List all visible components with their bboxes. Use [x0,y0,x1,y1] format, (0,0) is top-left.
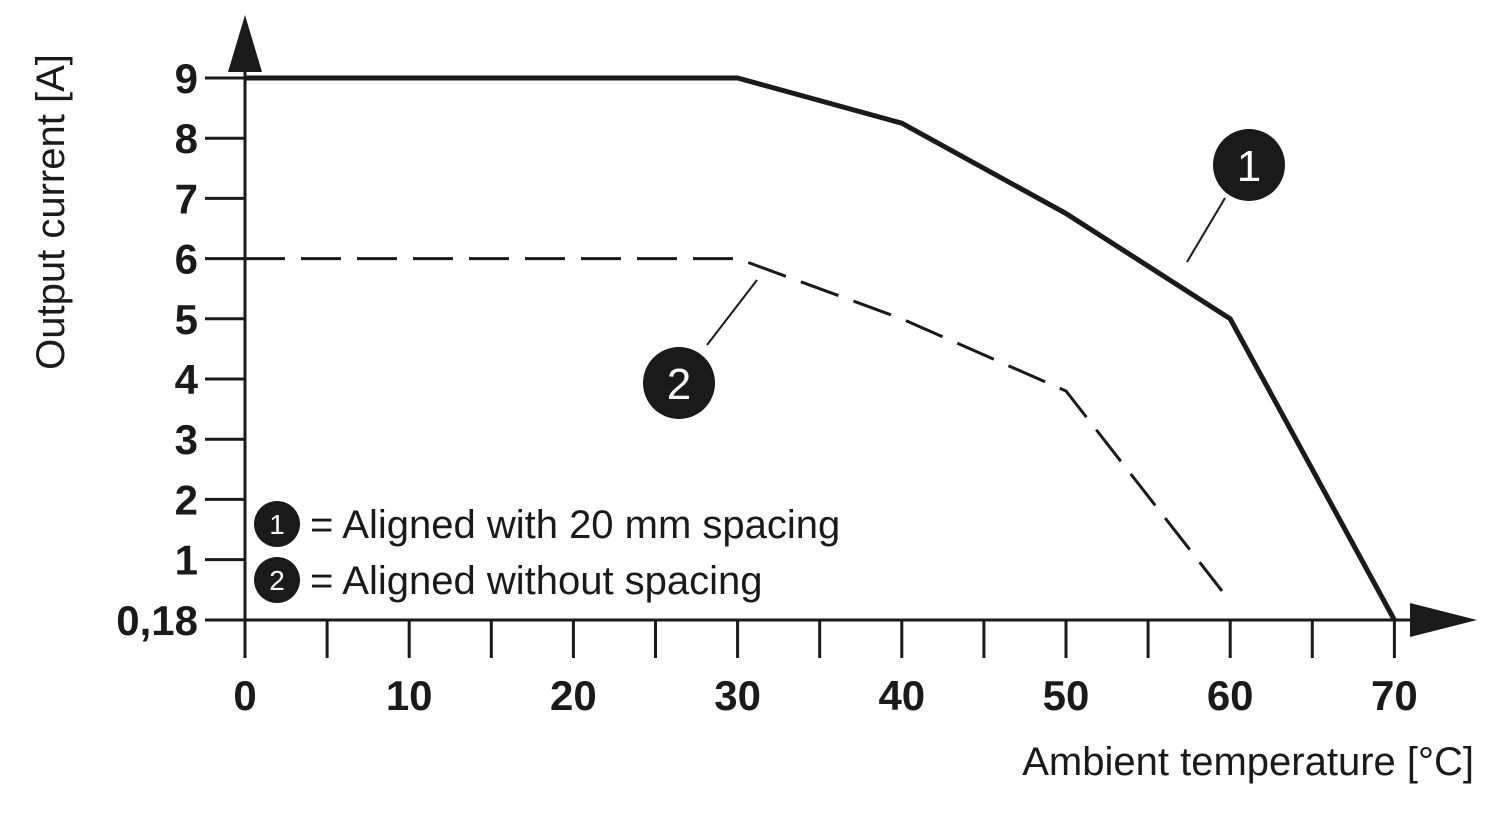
x-tick-label-60: 60 [1207,672,1254,719]
callout-2-leader [706,279,758,346]
x-axis-ticks: 0 10 20 30 40 50 60 70 [233,620,1418,719]
x-tick-label-70: 70 [1371,672,1418,719]
callout-2-badge: 2 [643,347,715,419]
x-tick-label-50: 50 [1043,672,1090,719]
callout-2-circle [643,347,715,419]
x-tick-label-30: 30 [714,672,761,719]
legend-1-badge [254,501,300,547]
y-tick-label-9: 9 [175,55,198,102]
y-axis-ticks: 0,18 1 2 3 4 5 6 7 8 9 [116,55,245,644]
y-axis-arrow [228,15,262,72]
y-tick-label-5: 5 [175,296,198,343]
y-tick-label-1: 1 [175,537,198,584]
y-axis-title: Output current [A] [29,54,73,370]
callout-1-circle [1213,129,1285,201]
legend-entry-2: 2 = Aligned without spacing [254,557,763,603]
y-tick-label-7: 7 [175,175,198,222]
callout-1-badge: 1 [1213,129,1285,201]
x-tick-label-0: 0 [233,672,256,719]
x-tick-label-40: 40 [878,672,925,719]
y-tick-label-2: 2 [175,476,198,523]
y-tick-label-0,18: 0,18 [116,597,198,644]
series-2-line [245,257,1224,592]
callout-1-label: 1 [1237,142,1261,191]
legend-2-badge [254,557,300,603]
series-layer [245,75,1397,622]
x-tick-label-10: 10 [386,672,433,719]
legend-2-badge-label: 2 [269,565,285,596]
y-tick-label-4: 4 [175,356,199,403]
series-1-line [245,75,1397,622]
callout-1-leader [1186,197,1226,263]
legend-2-text: = Aligned without spacing [310,559,763,603]
x-tick-label-20: 20 [550,672,597,719]
y-tick-label-3: 3 [175,416,198,463]
y-tick-label-8: 8 [175,115,198,162]
x-axis-title: Ambient temperature [°C] [1022,740,1474,784]
legend-entry-1: 1 = Aligned with 20 mm spacing [254,501,840,547]
callout-2-label: 2 [667,360,691,409]
legend: 1 = Aligned with 20 mm spacing 2 = Align… [254,501,840,603]
legend-1-badge-label: 1 [269,509,285,540]
x-axis-arrow [1410,603,1477,637]
legend-1-text: = Aligned with 20 mm spacing [310,503,840,547]
y-tick-label-6: 6 [175,236,198,283]
